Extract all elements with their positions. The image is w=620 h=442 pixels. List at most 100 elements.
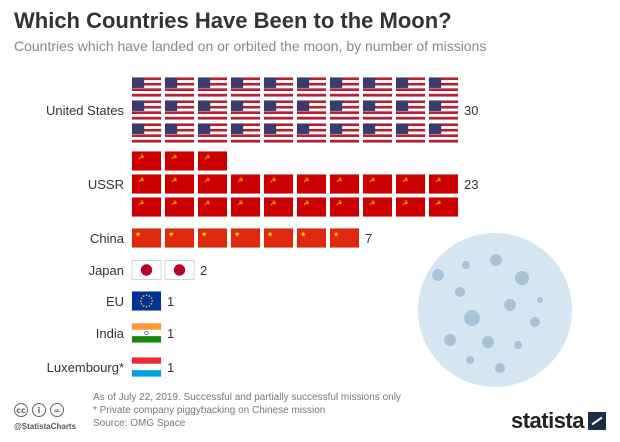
category-row: Japan 2 bbox=[89, 260, 207, 280]
china-flag-icon: ★ bbox=[197, 228, 228, 248]
cc-icon[interactable]: cc bbox=[14, 403, 28, 417]
value-label: 7 bbox=[365, 231, 372, 246]
svg-text:☭: ☭ bbox=[402, 177, 408, 185]
usa-flag-icon bbox=[329, 123, 360, 143]
svg-text:☭: ☭ bbox=[303, 177, 309, 185]
usa-flag-icon bbox=[164, 77, 195, 97]
svg-text:☭: ☭ bbox=[435, 177, 441, 185]
moon-crater bbox=[514, 341, 522, 349]
usa-flag-icon bbox=[362, 77, 393, 97]
social-handle[interactable]: @StatistaCharts bbox=[14, 422, 77, 431]
svg-text:☭: ☭ bbox=[369, 200, 375, 208]
moon-crater bbox=[432, 269, 444, 281]
usa-flag-icon bbox=[395, 100, 426, 120]
china-flag-icon: ★ bbox=[263, 228, 294, 248]
source-note: Source: OMG Space bbox=[93, 418, 186, 429]
usa-flag-icon bbox=[197, 77, 228, 97]
equal-icon[interactable]: = bbox=[50, 403, 64, 417]
usa-flag-icon bbox=[362, 123, 393, 143]
category-label: India bbox=[96, 326, 125, 341]
svg-text:★: ★ bbox=[168, 231, 174, 239]
moon-crater bbox=[482, 336, 494, 348]
svg-text:☭: ☭ bbox=[204, 177, 210, 185]
category-label: United States bbox=[46, 103, 125, 118]
svg-text:☭: ☭ bbox=[270, 200, 276, 208]
ussr-flag-icon: ☭ bbox=[362, 174, 393, 194]
india-flag-icon bbox=[131, 323, 162, 343]
moon-crater bbox=[537, 297, 543, 303]
china-flag-icon: ★ bbox=[164, 228, 195, 248]
usa-flag-icon bbox=[131, 100, 162, 120]
usa-flag-icon bbox=[263, 100, 294, 120]
ussr-flag-icon: ☭ bbox=[263, 197, 294, 217]
footnote-date: As of July 22, 2019. Successful and part… bbox=[93, 392, 401, 403]
value-label: 1 bbox=[167, 326, 174, 341]
svg-text:☭: ☭ bbox=[204, 200, 210, 208]
ussr-flag-icon: ☭ bbox=[197, 174, 228, 194]
category-label: Japan bbox=[89, 263, 124, 278]
eu-flag-icon bbox=[131, 291, 162, 311]
ussr-flag-icon: ☭ bbox=[395, 197, 426, 217]
usa-flag-icon bbox=[428, 100, 459, 120]
moon-disc bbox=[418, 233, 572, 387]
category-row: ☭ ☭ ☭ ☭ ☭ ☭ ☭ ☭ ☭ ☭ ☭ ☭ ☭ ☭ ☭ ☭ ☭ ☭ ☭ ☭ ☭ ☭ ☭ USSR 23 bbox=[88, 151, 478, 217]
japan-flag-icon bbox=[164, 260, 195, 280]
china-flag-icon: ★ bbox=[329, 228, 360, 248]
ussr-flag-icon: ☭ bbox=[296, 174, 327, 194]
moon-crater bbox=[444, 334, 456, 346]
statista-logo[interactable]: statista bbox=[511, 408, 606, 434]
ussr-flag-icon: ☭ bbox=[164, 174, 195, 194]
moon-crater bbox=[515, 271, 529, 285]
value-label: 30 bbox=[464, 103, 478, 118]
ussr-flag-icon: ☭ bbox=[164, 197, 195, 217]
svg-text:★: ★ bbox=[300, 231, 306, 239]
usa-flag-icon bbox=[428, 77, 459, 97]
usa-flag-icon bbox=[395, 77, 426, 97]
svg-text:★: ★ bbox=[135, 231, 141, 239]
ussr-flag-icon: ☭ bbox=[428, 174, 459, 194]
svg-text:☭: ☭ bbox=[171, 154, 177, 162]
svg-text:☭: ☭ bbox=[336, 200, 342, 208]
japan-flag-icon bbox=[131, 260, 162, 280]
license-icons[interactable]: cc i = bbox=[14, 403, 64, 417]
brand-name: statista bbox=[510, 408, 585, 433]
svg-text:☭: ☭ bbox=[435, 200, 441, 208]
category-label: China bbox=[90, 231, 125, 246]
ussr-flag-icon: ☭ bbox=[329, 174, 360, 194]
svg-text:★: ★ bbox=[267, 231, 273, 239]
usa-flag-icon bbox=[197, 123, 228, 143]
svg-text:★: ★ bbox=[201, 231, 207, 239]
svg-text:★: ★ bbox=[333, 231, 339, 239]
china-flag-icon: ★ bbox=[230, 228, 261, 248]
moon-crater bbox=[464, 310, 480, 326]
china-flag-icon: ★ bbox=[131, 228, 162, 248]
ussr-flag-icon: ☭ bbox=[230, 174, 261, 194]
category-row: India 1 bbox=[96, 323, 174, 343]
svg-text:☭: ☭ bbox=[237, 177, 243, 185]
footnote-asterisk: * Private company piggybacking on Chines… bbox=[93, 405, 326, 416]
usa-flag-icon bbox=[296, 123, 327, 143]
svg-text:☭: ☭ bbox=[303, 200, 309, 208]
usa-flag-icon bbox=[296, 77, 327, 97]
usa-flag-icon bbox=[263, 77, 294, 97]
usa-flag-icon bbox=[230, 100, 261, 120]
value-label: 1 bbox=[167, 360, 174, 375]
category-label: Luxembourg* bbox=[47, 360, 124, 375]
moon-crater bbox=[495, 363, 505, 373]
svg-text:☭: ☭ bbox=[138, 177, 144, 185]
ussr-flag-icon: ☭ bbox=[428, 197, 459, 217]
ussr-flag-icon: ☭ bbox=[131, 174, 162, 194]
usa-flag-icon bbox=[164, 123, 195, 143]
svg-text:☭: ☭ bbox=[369, 177, 375, 185]
svg-text:☭: ☭ bbox=[138, 154, 144, 162]
svg-text:☭: ☭ bbox=[171, 177, 177, 185]
moon-crater bbox=[490, 254, 502, 266]
statista-mark-icon bbox=[588, 412, 606, 430]
usa-flag-icon bbox=[230, 123, 261, 143]
moon-crater bbox=[462, 261, 470, 269]
moon-crater bbox=[466, 356, 474, 364]
by-icon[interactable]: i bbox=[32, 403, 46, 417]
ussr-flag-icon: ☭ bbox=[296, 197, 327, 217]
usa-flag-icon bbox=[329, 100, 360, 120]
ussr-flag-icon: ☭ bbox=[131, 151, 162, 171]
